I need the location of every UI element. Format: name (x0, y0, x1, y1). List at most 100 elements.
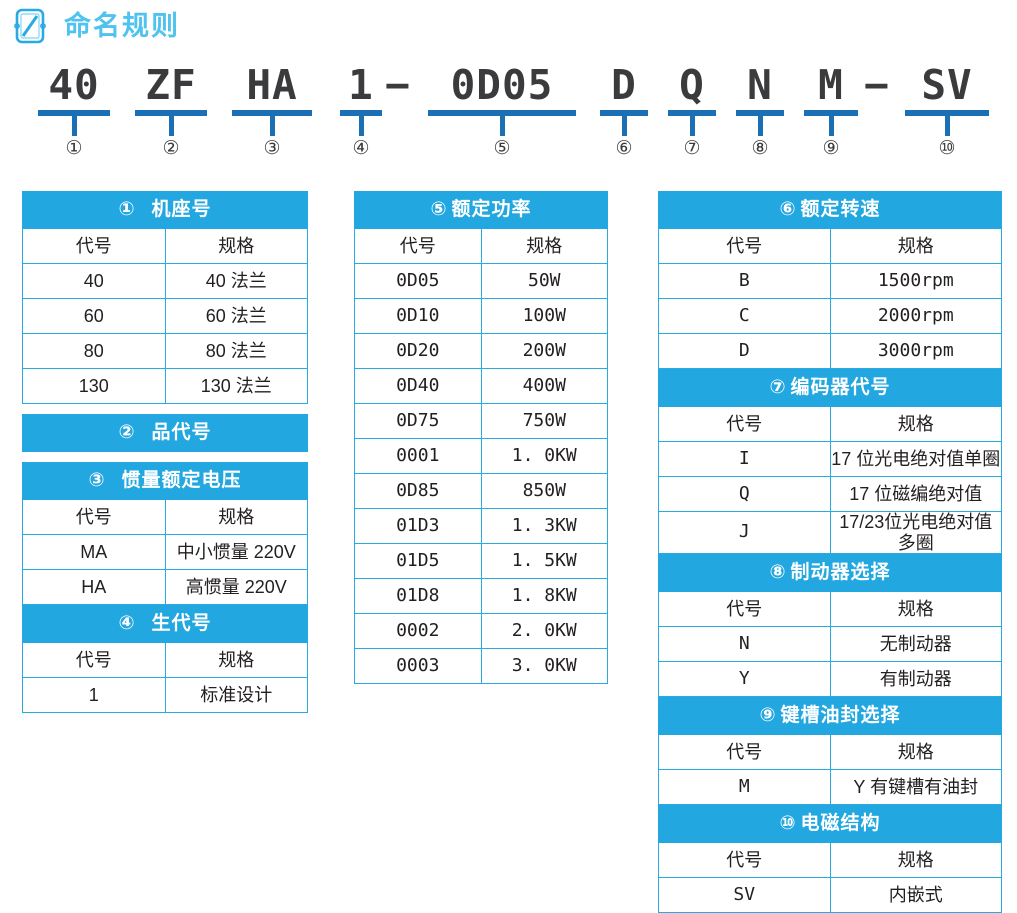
cell-spec: 2. 0KW (480, 613, 608, 649)
table-frame-size: ① 机座号 代号 规格 40 40 法兰 60 60 法兰 80 80 法兰 13… (22, 191, 308, 404)
cell-spec: 50W (480, 263, 608, 299)
table-number: ⑧ (769, 562, 787, 584)
cell-spec: 17/23位光电绝对值多圈 (829, 510, 1002, 555)
column-header-code: 代号 (354, 228, 482, 264)
table-title-text: 编码器代号 (790, 377, 891, 399)
code-segment-underline (736, 110, 784, 116)
table-keyway-oilseal: ⑨ 键槽油封选择 代号 规格 M Y 有键槽有油封 (658, 697, 1002, 806)
table-title-text: 额定功率 (451, 199, 532, 221)
table-row: 0003 3. 0KW (354, 648, 608, 684)
page-header: 命名规则 (10, 6, 180, 46)
table-header-row: ⑨ 键槽油封选择 (658, 697, 1002, 736)
cell-code: D (658, 333, 831, 369)
table-title: ⑩ 电磁结构 (658, 805, 1002, 844)
column-header-spec: 规格 (829, 842, 1002, 879)
cell-spec: 内嵌式 (829, 877, 1002, 913)
cell-spec: 750W (480, 403, 608, 439)
table-row: 0002 2. 0KW (354, 613, 608, 649)
table-row: 0D75 750W (354, 403, 608, 439)
column-header-code: 代号 (22, 642, 166, 678)
cell-code: 0D10 (354, 298, 482, 334)
table-header-row: ⑧ 制动器选择 (658, 554, 1002, 593)
table-column-header-row: 代号 规格 (22, 642, 308, 678)
table-row: HA 高惯量 220V (22, 569, 308, 605)
code-segment-number: ⑩ (938, 137, 956, 159)
cell-code: 0001 (354, 438, 482, 474)
table-header-row: ③ 惯量额定电压 (22, 462, 308, 500)
table-title: ② 品代号 (22, 414, 308, 452)
cell-code: 01D3 (354, 508, 482, 544)
table-title-text: 键槽油封选择 (780, 705, 901, 727)
code-segment-3: HA ③ (232, 62, 312, 160)
code-segment-10: SV ⑩ (905, 62, 989, 160)
code-segment-underline (232, 110, 312, 116)
table-row: 130 130 法兰 (22, 368, 308, 404)
table-row: B 1500rpm (658, 263, 1002, 299)
nameplate-icon (10, 6, 50, 46)
table-magnetic-structure: ⑩ 电磁结构 代号 规格 SV 内嵌式 (658, 805, 1002, 913)
table-header-row: ⑦ 编码器代号 (658, 369, 1002, 407)
table-title-text: 生代号 (151, 613, 212, 635)
code-segment-underline (804, 110, 858, 116)
table-number: ⑥ (779, 199, 797, 221)
table-row: 01D5 1. 5KW (354, 543, 608, 579)
model-code-diagram: 40 ① ZF ② HA ③ 1 ④ − 0D05 ⑤ (0, 62, 1017, 177)
cell-spec: 1. 3KW (480, 508, 608, 544)
code-segment-stem (269, 116, 275, 136)
column-header-code: 代号 (658, 406, 831, 442)
cell-code: J (658, 510, 831, 555)
code-separator-1: − (385, 61, 410, 109)
table-title-text: 制动器选择 (790, 562, 891, 584)
column-header-spec: 规格 (164, 228, 308, 264)
cell-spec: 17 位光电绝对值单圈 (829, 441, 1002, 477)
table-number: ① (118, 199, 136, 221)
table-row: 0D10 100W (354, 298, 608, 334)
table-number: ⑤ (430, 199, 448, 221)
table-row: SV 内嵌式 (658, 877, 1002, 913)
code-segment-stem (689, 116, 695, 136)
code-segment-text: 1 (348, 61, 374, 109)
column-header-code: 代号 (658, 842, 831, 879)
table-row: D 3000rpm (658, 333, 1002, 369)
table-column-header-row: 代号 规格 (658, 842, 1002, 879)
code-segment-number: ② (162, 137, 180, 159)
table-row: MA 中小惯量 220V (22, 534, 308, 570)
table-row: J 17/23位光电绝对值多圈 (658, 510, 1002, 555)
cell-spec: 高惯量 220V (164, 569, 308, 605)
table-row: 80 80 法兰 (22, 333, 308, 369)
cell-code: 130 (22, 368, 166, 404)
code-segment-stem (168, 116, 174, 136)
table-title: ③ 惯量额定电压 (22, 462, 308, 500)
table-title-text: 惯量额定电压 (121, 470, 242, 492)
table-title-text: 电磁结构 (800, 813, 881, 835)
cell-code: 01D5 (354, 543, 482, 579)
column-header-spec: 规格 (829, 228, 1002, 264)
code-segment-text: M (818, 61, 844, 109)
cell-spec: 850W (480, 473, 608, 509)
table-header-row: ⑥ 额定转速 (658, 191, 1002, 229)
table-row: 01D3 1. 3KW (354, 508, 608, 544)
cell-code: SV (658, 877, 831, 913)
column-header-spec: 规格 (164, 642, 308, 678)
cell-code: C (658, 298, 831, 334)
cell-code: 0003 (354, 648, 482, 684)
cell-code: 40 (22, 263, 166, 299)
cell-code: 1 (22, 677, 166, 713)
code-segment-underline (38, 110, 110, 116)
cell-spec: 中小惯量 220V (164, 534, 308, 570)
column-header-code: 代号 (22, 499, 166, 535)
table-column-header-row: 代号 规格 (658, 591, 1002, 628)
code-segment-number: ③ (263, 137, 281, 159)
cell-code: 60 (22, 298, 166, 334)
code-segment-number: ⑦ (683, 137, 701, 159)
column-header-code: 代号 (658, 734, 831, 771)
table-row: I 17 位光电绝对值单圈 (658, 441, 1002, 477)
table-title: ① 机座号 (22, 191, 308, 229)
cell-code: 0D85 (354, 473, 482, 509)
code-segment-underline (600, 110, 648, 116)
code-segment-underline (668, 110, 716, 116)
table-title: ⑨ 键槽油封选择 (658, 697, 1002, 736)
code-segment-stem (71, 116, 77, 136)
table-title-text: 品代号 (151, 422, 212, 444)
code-segment-text: SV (921, 61, 973, 109)
